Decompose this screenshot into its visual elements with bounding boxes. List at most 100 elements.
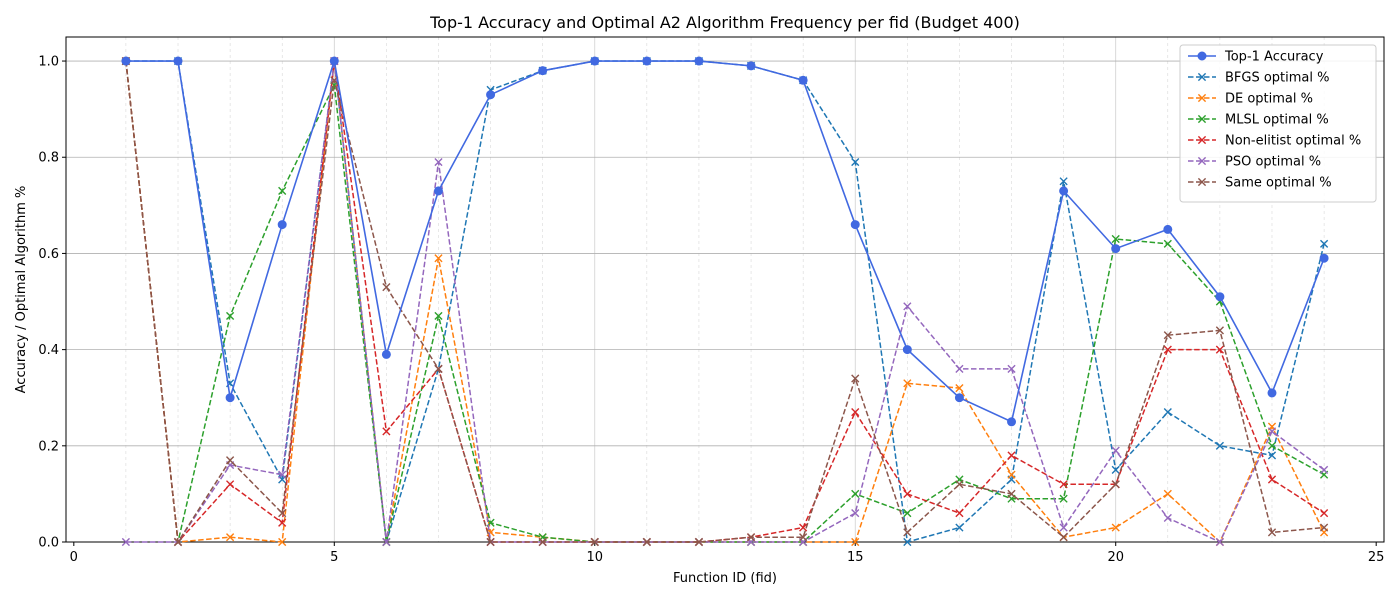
legend-label: BFGS optimal % — [1225, 71, 1330, 86]
legend-swatch-marker — [1197, 114, 1207, 124]
data-point — [642, 56, 652, 66]
data-point — [226, 456, 235, 465]
data-point — [642, 537, 651, 547]
data-point — [902, 345, 912, 355]
legend-item-bfgs-optimal: BFGS optimal % — [1188, 71, 1330, 86]
data-point — [1267, 441, 1277, 450]
data-point — [1215, 326, 1224, 335]
data-point — [955, 384, 964, 393]
data-point — [799, 523, 808, 532]
data-point — [382, 537, 391, 547]
data-point — [1319, 509, 1329, 518]
legend-swatch-marker — [1197, 72, 1207, 82]
legend-item-mlsl-optimal: MLSL optimal % — [1188, 113, 1329, 128]
data-point — [277, 220, 287, 230]
data-point — [121, 537, 131, 547]
legend-swatch-marker — [1197, 135, 1207, 145]
data-point — [1215, 441, 1224, 450]
x-tick-label: 20 — [1107, 550, 1124, 565]
legend-swatch-marker — [1197, 51, 1207, 61]
series-line — [125, 60, 1325, 423]
x-tick-label: 5 — [330, 550, 338, 565]
data-point — [538, 66, 548, 76]
data-point — [434, 254, 443, 263]
data-point — [226, 480, 235, 489]
chart-title: Top-1 Accuracy and Optimal A2 Algorithm … — [429, 13, 1020, 32]
data-point — [851, 408, 860, 417]
y-axis-title: Accuracy / Optimal Algorithm % — [14, 186, 29, 394]
data-point — [225, 393, 235, 403]
legend-swatch-marker — [1197, 156, 1207, 166]
legend-swatch-marker — [1197, 93, 1207, 103]
data-point — [1059, 523, 1068, 532]
data-point — [1111, 244, 1121, 254]
data-point — [226, 533, 235, 542]
data-point — [1007, 417, 1017, 427]
data-point — [955, 509, 964, 518]
data-point — [799, 533, 808, 542]
series-same-optimal — [121, 56, 1329, 547]
data-point — [1007, 451, 1016, 460]
data-point — [1111, 523, 1120, 532]
data-point — [746, 533, 756, 542]
data-point — [746, 61, 756, 71]
data-point — [1163, 224, 1173, 234]
x-tick-label: 10 — [586, 550, 603, 565]
data-point — [1267, 451, 1277, 460]
y-tick-label: 0.0 — [38, 536, 59, 551]
data-point — [1267, 388, 1277, 398]
data-point — [278, 518, 287, 527]
y-tick-label: 0.2 — [38, 439, 59, 454]
data-point — [1007, 489, 1016, 498]
data-point — [955, 364, 964, 373]
legend-item-pso-optimal: PSO optimal % — [1188, 155, 1321, 170]
data-point — [954, 393, 964, 403]
data-point — [1007, 470, 1016, 479]
data-point — [903, 379, 912, 388]
data-point — [433, 186, 443, 196]
x-tick-label: 15 — [847, 550, 864, 565]
legend-label: DE optimal % — [1225, 92, 1313, 107]
data-point — [486, 537, 495, 547]
legend-label: Top-1 Accuracy — [1224, 50, 1324, 65]
data-point — [851, 489, 860, 498]
data-point — [1267, 475, 1277, 484]
data-point — [1163, 489, 1172, 498]
data-point — [694, 56, 704, 66]
grid — [66, 37, 1384, 543]
data-point — [850, 220, 860, 230]
data-point — [173, 56, 183, 66]
data-point — [1059, 177, 1068, 186]
series-line — [125, 60, 1325, 545]
data-point — [1059, 533, 1068, 542]
data-point — [1111, 234, 1120, 244]
legend: Top-1 Accuracy BFGS optimal % DE optimal %… — [1179, 44, 1377, 203]
data-point — [1319, 523, 1329, 532]
data-point — [1215, 345, 1224, 354]
data-point — [121, 56, 131, 66]
data-point — [1163, 408, 1172, 417]
y-tick-label: 1.0 — [38, 55, 59, 70]
data-point — [434, 311, 443, 321]
data-point — [1163, 513, 1172, 523]
data-point — [278, 470, 287, 479]
legend-swatch-marker — [1197, 177, 1207, 187]
data-point — [434, 364, 443, 373]
data-point — [381, 349, 391, 359]
data-point — [903, 528, 912, 537]
data-point — [1163, 331, 1172, 340]
data-point — [590, 56, 600, 66]
data-point — [1319, 239, 1329, 248]
data-point — [851, 157, 860, 167]
series-line — [125, 60, 1325, 543]
data-point — [382, 283, 391, 292]
data-point — [1163, 345, 1172, 354]
data-point — [955, 480, 964, 489]
data-point — [1215, 537, 1224, 547]
data-point — [1007, 364, 1016, 373]
data-point — [1059, 186, 1069, 196]
legend-label: Same optimal % — [1225, 176, 1332, 191]
legend-box — [1179, 44, 1377, 203]
series-group — [121, 56, 1329, 547]
